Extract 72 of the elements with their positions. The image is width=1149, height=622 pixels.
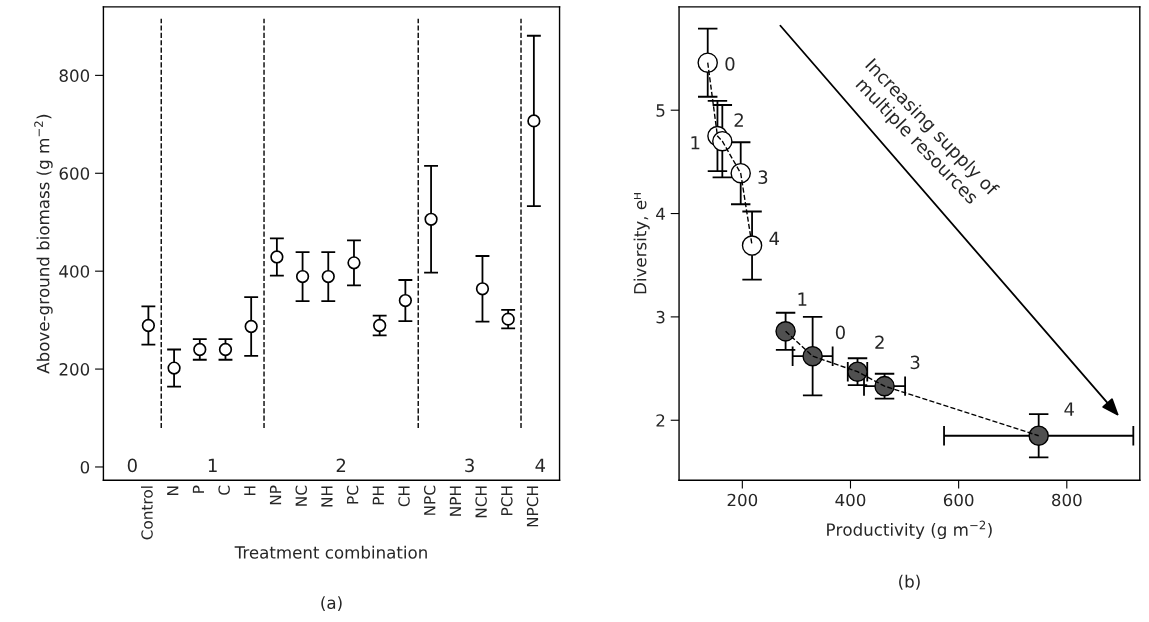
point	[475, 282, 490, 296]
x-tick-label: PCH	[501, 486, 513, 515]
annotation: 2	[336, 458, 346, 472]
x-tick-label: PH	[372, 486, 384, 505]
y-tick-label: 400	[59, 265, 90, 278]
x-tick-label: NPCH	[526, 486, 539, 527]
point	[802, 345, 823, 367]
annotation: 3	[465, 458, 474, 473]
point	[1028, 425, 1049, 447]
annotation: 0	[725, 57, 735, 71]
annotation: 4	[1064, 402, 1074, 416]
x-tick-label: Control	[140, 486, 153, 540]
annotation: 4	[769, 231, 780, 246]
y-tick-label: 200	[59, 363, 90, 376]
y-tick-label: 2	[656, 414, 665, 427]
x-tick-label: CH	[398, 486, 410, 507]
y-tick-label: 4	[656, 207, 665, 220]
point	[321, 269, 335, 284]
point	[167, 361, 181, 375]
point	[295, 269, 310, 284]
text: (a)	[321, 596, 342, 612]
x-tick-label: N	[167, 486, 179, 495]
point	[218, 342, 233, 357]
x-tick-label: NH	[321, 486, 333, 507]
x-tick-label: PC	[346, 485, 359, 504]
point	[347, 256, 361, 270]
annotation: 2	[734, 113, 743, 127]
x-tick-label: P	[192, 485, 204, 493]
x-tick-label: C	[218, 485, 230, 495]
x-tick-label: NPC	[423, 485, 436, 515]
x-tick-label: NP	[269, 485, 282, 505]
x-axis-title: Treatment combination	[234, 545, 427, 559]
point	[730, 162, 751, 184]
point	[373, 318, 387, 333]
point	[244, 319, 258, 334]
annotation: 2	[875, 335, 884, 349]
x-tick-label: NCH	[475, 486, 487, 518]
y-tick-label: 600	[59, 167, 90, 180]
text: (b)	[899, 574, 920, 590]
point	[193, 342, 207, 357]
point	[741, 235, 763, 256]
x-axis-title: Productivity (g m$^{−2}$)	[827, 520, 992, 540]
annotation: 0	[835, 325, 845, 340]
point	[712, 130, 733, 152]
annotation: 3	[758, 170, 768, 185]
x-tick-label: NPH	[449, 486, 461, 516]
x-tick-label: 800	[1052, 493, 1082, 507]
point	[424, 212, 438, 226]
y-tick-label: 0	[80, 460, 90, 474]
annotation: 0	[127, 458, 137, 473]
x-tick-label: 400	[835, 493, 866, 507]
point	[697, 52, 718, 73]
annotation: 1	[798, 292, 807, 306]
point	[141, 318, 156, 333]
annotation: 4	[535, 458, 546, 472]
y-tick-label: 5	[656, 104, 665, 117]
y-tick-label: 3	[656, 310, 665, 324]
y-axis-title: Diversity, eᴴ	[633, 193, 650, 294]
point	[270, 250, 284, 264]
annotation: 1	[691, 136, 700, 150]
annotation: 1	[208, 458, 217, 472]
x-tick-label: 600	[943, 493, 974, 507]
y-axis-title: Above-ground biomass (g m$^{−2}$)	[34, 114, 53, 374]
annotation: 3	[910, 355, 920, 370]
point	[527, 114, 541, 128]
x-tick-label: 200	[727, 493, 758, 507]
point	[501, 312, 515, 326]
x-tick-label: NC	[295, 485, 308, 506]
point	[775, 321, 796, 342]
x-tick-label: H	[244, 486, 256, 496]
y-tick-label: 800	[59, 69, 90, 82]
point	[398, 293, 413, 308]
